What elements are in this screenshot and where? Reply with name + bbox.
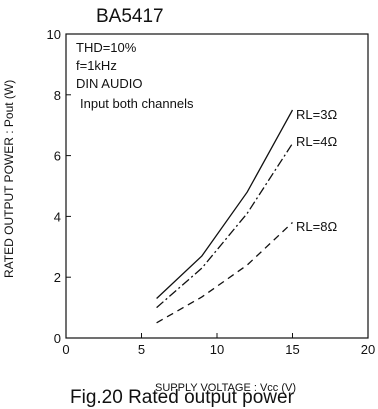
x-axis-label: SUPPLY VOLTAGE : Vcc (V) <box>155 382 297 394</box>
series-line <box>156 143 294 309</box>
x-tick-label: 5 <box>138 342 145 357</box>
series-label: RL=3Ω <box>296 107 337 122</box>
x-tick-label: 15 <box>285 342 299 357</box>
y-tick-label: 2 <box>54 270 61 285</box>
y-tick-label: 10 <box>47 27 61 42</box>
x-tick-label: 10 <box>210 342 224 357</box>
x-tick-label: 0 <box>62 342 69 357</box>
y-tick-label: 6 <box>54 149 61 164</box>
axis-ticks: 0 5 10 15 20 0 2 4 6 8 10 <box>47 27 376 357</box>
annotations: THD=10% f=1kHz DIN AUDIO Input both channel… <box>76 40 194 111</box>
y-tick-label: 4 <box>54 209 61 224</box>
x-tick-label: 20 <box>361 342 375 357</box>
y-axis-label: RATED OUTPUT POWER : Pout (W) <box>2 79 16 278</box>
series-label: RL=4Ω <box>296 134 337 149</box>
series-line <box>156 109 294 299</box>
series-label: RL=8Ω <box>296 219 337 234</box>
series-group: RL=3Ω RL=4Ω RL=8Ω <box>156 107 337 324</box>
annotation-line: DIN AUDIO <box>76 76 142 91</box>
y-tick-label: 0 <box>54 331 61 346</box>
series-line <box>156 222 293 324</box>
chart-title: BA5417 <box>96 6 164 27</box>
annotation-line: f=1kHz <box>76 58 117 73</box>
figure-caption: Fig.20 Rated output power <box>70 387 294 408</box>
annotation-line: Input both channels <box>80 96 194 111</box>
y-tick-label: 8 <box>54 88 61 103</box>
annotation-line: THD=10% <box>76 40 137 55</box>
